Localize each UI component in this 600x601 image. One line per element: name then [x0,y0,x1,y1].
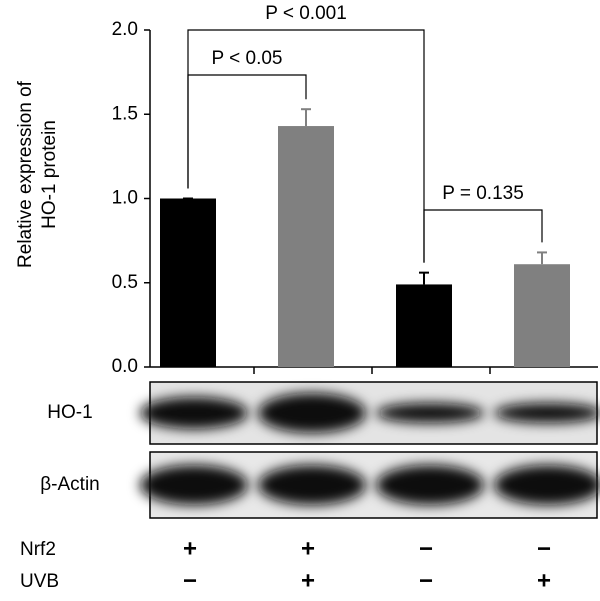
bar [514,264,570,367]
y-tick-label: 1.5 [112,103,138,124]
significance-bracket [187,74,307,189]
condition-sign: − [183,567,197,594]
condition-sign: + [301,535,315,562]
y-tick-label: 0.0 [112,356,138,377]
y-axis-label: Relative expression of HO-1 protein [15,80,60,268]
condition-sign: + [537,567,551,594]
condition-label: UVB [20,571,59,592]
blot-band [140,465,248,505]
bar [160,198,216,367]
y-tick-label: 1.0 [112,188,138,209]
blot-band [376,403,484,423]
blot-label: HO-1 [47,402,92,423]
error-bar [301,108,311,127]
y-tick-label: 0.5 [112,272,138,293]
blot-band [494,465,600,505]
significance-label: P = 0.135 [442,183,524,204]
error-bar [419,271,429,285]
y-axis-label-line: HO-1 protein [39,120,60,229]
condition-sign: − [537,535,551,562]
blot-band [376,465,484,505]
condition-sign: + [301,567,315,594]
condition-sign: − [419,535,433,562]
y-tick-label: 2.0 [112,19,138,40]
bar [396,284,452,367]
condition-sign: + [183,535,197,562]
error-bar [537,251,547,265]
bar [278,126,334,367]
blot-band [258,465,366,505]
blot-band [258,393,366,433]
condition-sign: − [419,567,433,594]
blot-band [494,403,600,423]
blot-label: β-Actin [40,474,100,495]
condition-label: Nrf2 [20,539,56,560]
significance-bracket [423,209,543,263]
significance-label: P < 0.05 [212,48,283,69]
blot-band [140,397,248,429]
significance-label: P < 0.001 [265,3,347,24]
y-axis-label-line: Relative expression of [15,80,36,268]
